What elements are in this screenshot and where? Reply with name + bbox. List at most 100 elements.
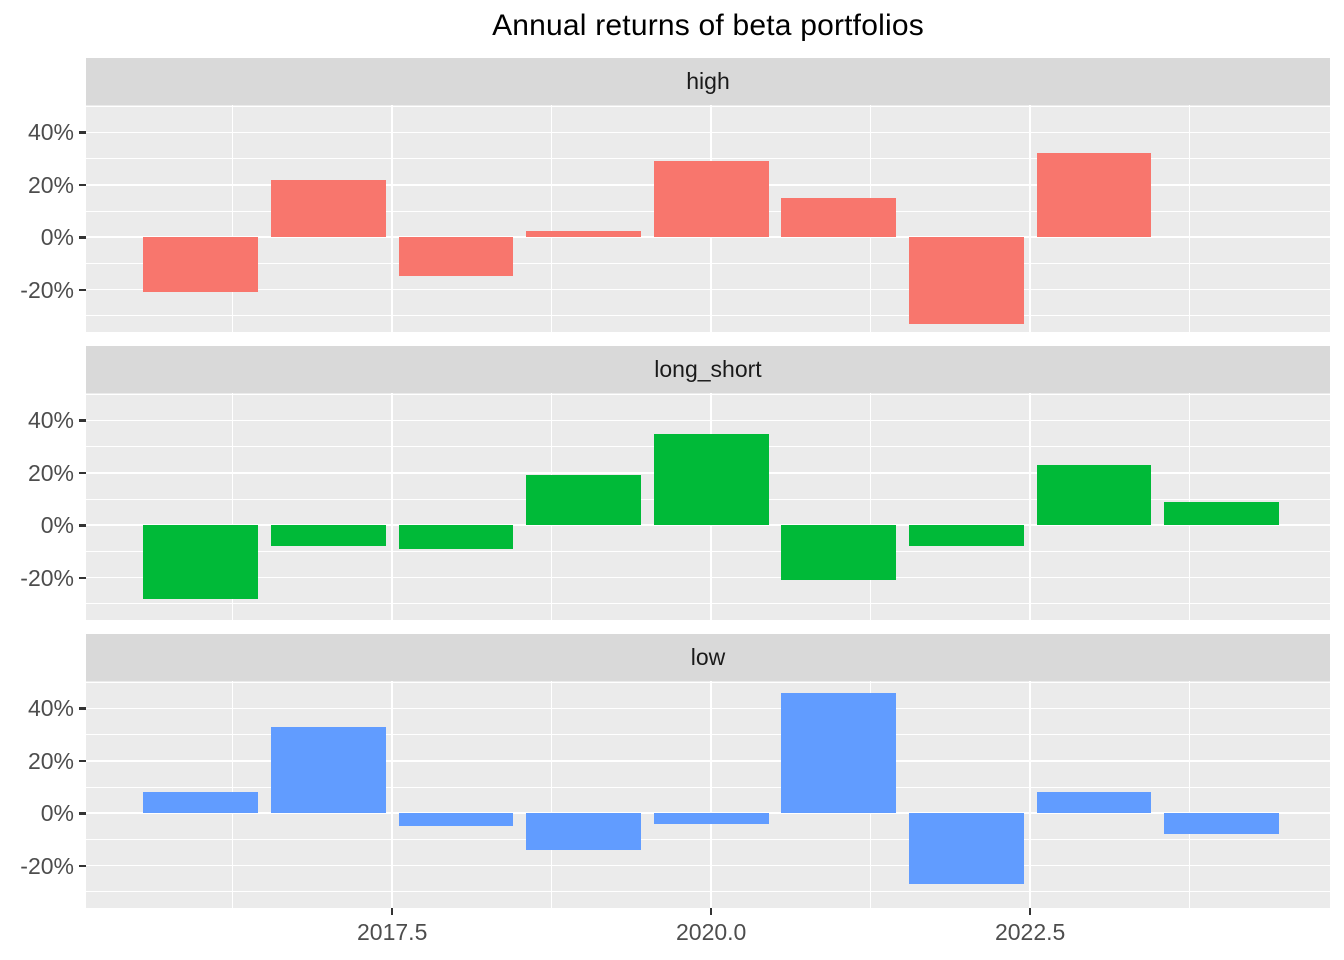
y-tick-label: 20%	[27, 459, 74, 486]
gridline-major-v	[710, 681, 712, 908]
bar-high-2016	[143, 237, 259, 293]
gridline-major-v	[1029, 393, 1031, 620]
y-tick-label: 0%	[40, 224, 74, 251]
x-tick-label: 2017.5	[357, 919, 428, 945]
y-tick-label: 40%	[27, 695, 74, 722]
x-tick-mark	[390, 908, 394, 915]
bar-long_short-2022	[908, 525, 1024, 547]
bar-long_short-2023	[1036, 465, 1152, 526]
y-tick-label: -20%	[20, 852, 74, 879]
gridline-major-h	[86, 576, 1330, 579]
gridline-major-h	[86, 236, 1330, 238]
bar-low-2016	[143, 792, 259, 814]
bar-high-2017	[271, 179, 386, 238]
y-tick-mark	[79, 471, 86, 475]
y-tick-label: -20%	[20, 564, 74, 591]
gridline-major-h	[86, 864, 1330, 867]
y-tick-mark	[79, 707, 86, 710]
facet-label-long_short: long_short	[654, 356, 762, 382]
facet-panel-high	[86, 105, 1330, 332]
bar-low-2018	[398, 813, 514, 827]
bar-high-2020	[653, 161, 769, 238]
gridline-minor-v	[551, 681, 553, 908]
gridline-minor-h	[86, 550, 1330, 552]
bar-long_short-2017	[271, 525, 386, 547]
gridline-minor-h	[86, 393, 1330, 395]
y-tick-mark	[79, 236, 86, 239]
y-tick-mark	[79, 183, 86, 187]
gridline-major-h	[86, 131, 1330, 134]
x-tick-mark	[709, 908, 713, 915]
y-tick-mark	[79, 576, 86, 580]
y-tick-mark	[79, 288, 86, 292]
gridline-minor-h	[86, 158, 1330, 160]
bar-long_short-2021	[781, 525, 897, 581]
y-tick-mark	[79, 759, 86, 763]
y-tick-mark	[79, 812, 86, 815]
gridline-minor-v	[1189, 105, 1191, 332]
gridline-minor-v	[1189, 681, 1191, 908]
gridline-major-h	[86, 419, 1330, 422]
gridline-major-v	[391, 681, 393, 908]
y-tick-label: 40%	[27, 407, 74, 434]
gridline-minor-v	[232, 105, 234, 332]
gridline-minor-h	[86, 786, 1330, 788]
facet-strip-low: low	[86, 634, 1330, 681]
gridline-major-h	[86, 760, 1330, 762]
gridline-minor-h	[86, 734, 1330, 736]
gridline-minor-h	[86, 315, 1330, 317]
gridline-major-h	[86, 288, 1330, 291]
facet-strip-long_short: long_short	[86, 346, 1330, 393]
gridline-major-h	[86, 707, 1330, 710]
bar-long_short-2016	[143, 525, 259, 599]
bar-long_short-2024	[1164, 501, 1279, 526]
bar-high-2019	[526, 230, 641, 238]
bar-high-2021	[781, 197, 897, 238]
bar-low-2022	[908, 813, 1024, 884]
gridline-major-h	[86, 524, 1330, 526]
x-tick-label: 2020.0	[676, 919, 747, 945]
chart-title: Annual returns of beta portfolios	[492, 9, 924, 42]
facet-panel-long_short	[86, 393, 1330, 620]
y-tick-label: 20%	[27, 171, 74, 198]
gridline-major-v	[391, 105, 393, 332]
gridline-minor-h	[86, 105, 1330, 107]
bar-long_short-2018	[398, 525, 514, 549]
y-tick-label: 0%	[40, 512, 74, 539]
bar-high-2022	[908, 237, 1024, 324]
bar-low-2017	[271, 726, 386, 814]
y-tick-mark	[79, 524, 86, 527]
gridline-minor-h	[86, 262, 1330, 264]
gridline-minor-v	[551, 105, 553, 332]
bar-long_short-2020	[653, 433, 769, 526]
facet-label-low: low	[690, 644, 726, 670]
gridline-minor-h	[86, 838, 1330, 840]
y-tick-label: 40%	[27, 119, 74, 146]
gridline-major-v	[391, 393, 393, 620]
gridline-minor-h	[86, 891, 1330, 893]
bar-high-2023	[1036, 153, 1152, 238]
gridline-minor-v	[870, 393, 872, 620]
facet-panel-low	[86, 681, 1330, 908]
bar-long_short-2019	[526, 475, 641, 526]
gridline-major-v	[1029, 105, 1031, 332]
y-tick-label: 0%	[40, 800, 74, 827]
x-tick-label: 2022.5	[994, 919, 1066, 945]
y-tick-mark	[79, 419, 86, 422]
gridline-minor-h	[86, 603, 1330, 605]
gridline-major-v	[1029, 681, 1031, 908]
bar-low-2024	[1164, 813, 1279, 835]
facet-label-high: high	[686, 68, 730, 94]
bar-low-2019	[526, 813, 641, 850]
bar-low-2020	[653, 813, 769, 824]
gridline-minor-h	[86, 681, 1330, 683]
gridline-minor-v	[232, 393, 234, 620]
y-tick-mark	[79, 864, 86, 868]
x-tick-mark	[1028, 908, 1032, 915]
y-tick-label: -20%	[20, 276, 74, 303]
facet-strip-high: high	[86, 58, 1330, 105]
y-tick-mark	[79, 131, 86, 134]
bar-low-2023	[1036, 792, 1152, 814]
y-tick-label: 20%	[27, 747, 74, 774]
